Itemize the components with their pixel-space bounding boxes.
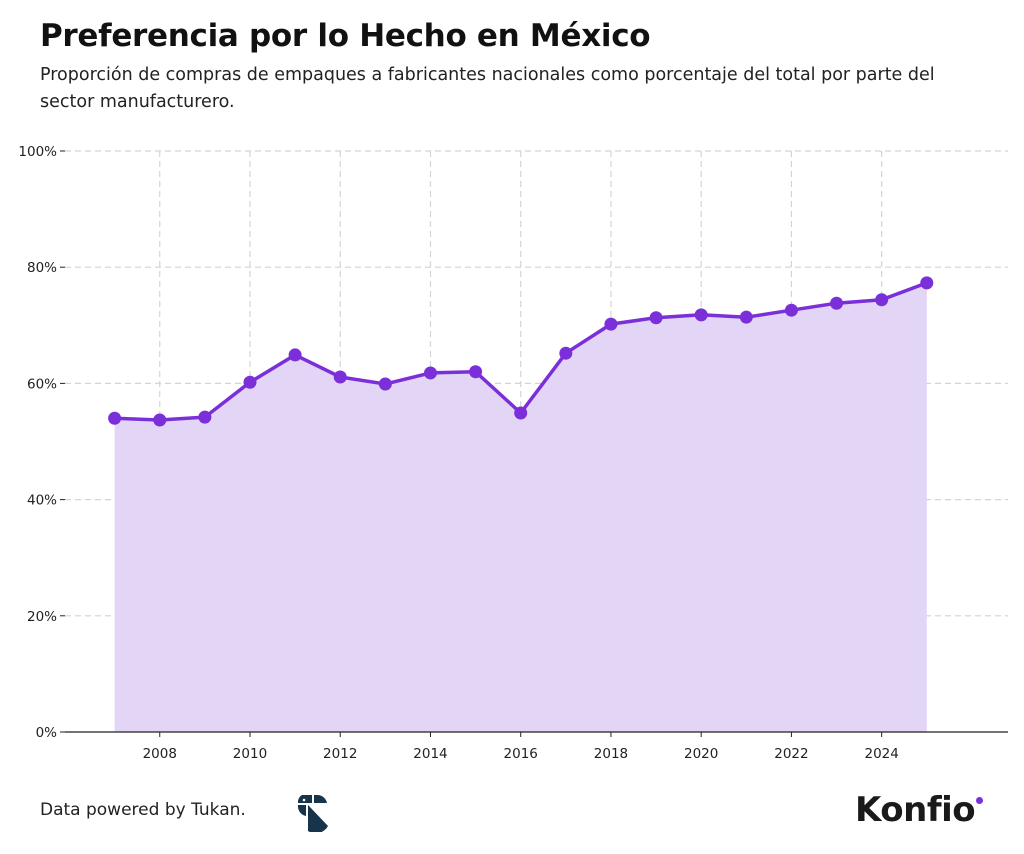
- y-tick-label: 20%: [27, 609, 57, 625]
- data-point: [875, 293, 889, 307]
- data-point: [920, 276, 934, 290]
- y-tick-label: 40%: [27, 493, 57, 509]
- data-source: Data powered by Tukan.: [40, 800, 246, 820]
- x-tick-label: 2010: [233, 746, 267, 762]
- data-point: [333, 370, 347, 384]
- data-point: [153, 413, 167, 427]
- area-fill: [114, 282, 927, 732]
- tukan-logo: [297, 795, 328, 832]
- x-tick-label: 2024: [864, 746, 898, 762]
- x-tick-label: 2008: [143, 746, 177, 762]
- axes: 0% 20% 40% 60% 80% 100% 2008 2010 2012 2014 2016 20…: [18, 144, 1008, 762]
- data-point: [514, 406, 528, 420]
- data-point: [649, 311, 663, 325]
- x-tick-label: 2018: [594, 746, 628, 762]
- y-tick-label: 80%: [27, 260, 57, 276]
- data-point: [559, 346, 573, 360]
- data-point: [288, 348, 302, 362]
- data-point: [243, 375, 257, 389]
- x-tick-label: 2012: [323, 746, 357, 762]
- data-point: [694, 308, 708, 322]
- chart-title: Preferencia por lo Hecho en México: [40, 18, 651, 54]
- x-tick-label: 2016: [504, 746, 538, 762]
- x-tick-label: 2020: [684, 746, 718, 762]
- x-tick-label: 2022: [774, 746, 808, 762]
- y-tick-label: 0%: [36, 725, 58, 741]
- data-points: [108, 276, 934, 427]
- data-point: [739, 310, 753, 324]
- data-point: [469, 365, 483, 379]
- y-tick-label: 60%: [27, 376, 57, 392]
- data-point: [198, 410, 212, 424]
- data-point: [784, 303, 798, 317]
- data-point: [423, 366, 437, 380]
- data-point: [604, 317, 618, 331]
- data-point: [378, 377, 392, 391]
- x-tick-label: 2014: [413, 746, 447, 762]
- konfio-logo: Konfio: [855, 790, 976, 830]
- y-tick-label: 100%: [18, 144, 57, 160]
- data-point: [108, 411, 122, 425]
- chart-subtitle: Proporción de compras de empaques a fabr…: [40, 65, 935, 112]
- data-point: [830, 296, 844, 310]
- konfio-logo-dot: [976, 797, 983, 804]
